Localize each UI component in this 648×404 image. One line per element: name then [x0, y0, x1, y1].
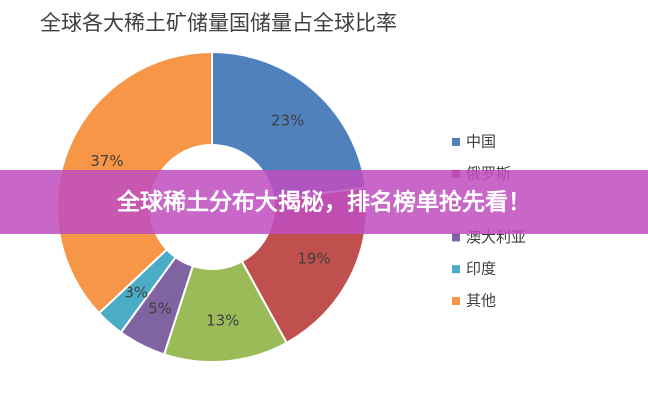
donut-slice: [162, 259, 289, 363]
data-label: 23%: [271, 112, 304, 130]
legend-label: 印度: [466, 260, 496, 278]
data-label: 37%: [90, 152, 123, 170]
banner: [0, 170, 648, 234]
data-label: 19%: [297, 249, 330, 267]
legend-swatch: [452, 297, 460, 305]
banner-text: 全球稀土分布大揭秘，排名榜单抢先看！: [116, 189, 531, 216]
legend-label: 中国: [466, 133, 496, 151]
data-label: 13%: [206, 311, 239, 329]
legend-swatch: [452, 138, 460, 146]
legend-swatch: [452, 233, 460, 242]
donut-slice: [211, 50, 367, 201]
legend-swatch: [452, 265, 460, 274]
data-label: 5%: [148, 300, 172, 318]
chart-title: 全球各大稀土矿储量国储量占全球比率: [40, 11, 397, 35]
legend-label: 其他: [466, 292, 496, 310]
data-label: 3%: [124, 283, 148, 301]
